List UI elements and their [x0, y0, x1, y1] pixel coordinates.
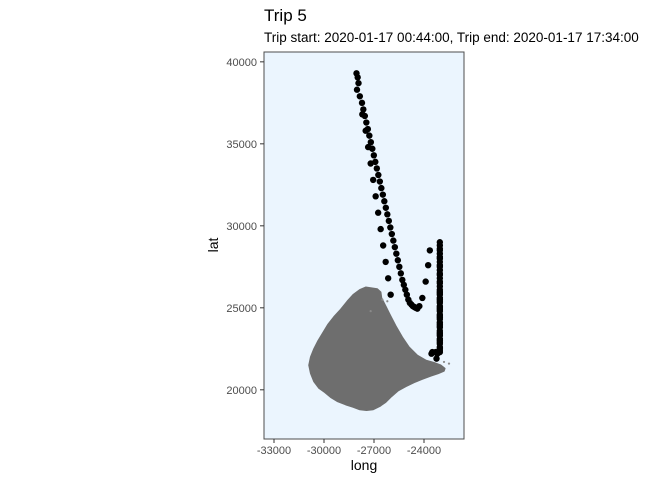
trip-point: [369, 176, 377, 184]
trip-point: [360, 106, 367, 113]
trip-point: [382, 204, 390, 211]
points-layer: [353, 70, 444, 362]
trip-point: [426, 247, 434, 254]
trip-point: [381, 198, 388, 205]
trip-point: [387, 224, 394, 231]
trip-point: [436, 339, 444, 346]
trip-point: [419, 294, 426, 302]
trip-point: [376, 178, 384, 185]
trip-point: [436, 245, 444, 252]
trip-point: [433, 355, 440, 362]
trip-point: [399, 276, 406, 284]
trip-point: [382, 258, 389, 266]
trip-point: [364, 143, 372, 151]
trip-point: [378, 184, 385, 192]
x-tick-label: -27000: [357, 445, 391, 457]
trip-point: [436, 278, 444, 285]
trip-point: [356, 93, 364, 100]
y-tick-label: 25000: [226, 303, 257, 315]
y-tick-label: 40000: [226, 57, 257, 69]
trip-point: [367, 138, 375, 146]
trip-point: [362, 127, 369, 134]
trip-point: [424, 261, 432, 269]
trip-point: [363, 119, 370, 126]
trip-point: [366, 132, 373, 139]
stray-point: [447, 362, 451, 365]
trip-point: [385, 217, 393, 225]
stray-point: [381, 298, 384, 301]
trip-point: [429, 348, 436, 356]
y-axis-title: lat: [205, 238, 221, 253]
trip-point: [375, 171, 382, 179]
trip-point: [373, 165, 381, 172]
chart-title: Trip 5: [264, 6, 307, 25]
trip-point: [358, 99, 366, 107]
trip-point: [436, 322, 444, 330]
trip-point: [436, 289, 444, 297]
x-tick-label: -30000: [307, 445, 341, 457]
stray-point: [386, 300, 389, 303]
trip-point: [396, 263, 403, 271]
trip-point: [422, 278, 429, 285]
x-tick-label: -24000: [407, 445, 441, 457]
trip-point: [436, 239, 444, 246]
trip-point: [436, 253, 444, 261]
trip-point: [436, 270, 444, 277]
trip-point: [393, 250, 400, 257]
trip-point: [370, 152, 378, 159]
y-tick-label: 35000: [226, 139, 257, 151]
trip-point: [436, 330, 444, 338]
trip-point: [436, 306, 444, 313]
x-axis: -33000 -30000 -27000 -24000: [257, 439, 441, 457]
trip-point: [394, 257, 402, 264]
stray-point: [442, 360, 446, 364]
land-layer: [308, 286, 446, 412]
trip-point: [436, 261, 444, 269]
trip-point: [403, 291, 411, 298]
trip-point: [436, 314, 444, 321]
trip-point: [355, 79, 362, 87]
trip-point: [388, 230, 396, 238]
land-shape: [308, 286, 446, 412]
trip-point: [390, 237, 397, 244]
trip-point: [354, 74, 361, 81]
y-tick-label: 20000: [226, 385, 257, 397]
stray-point: [369, 309, 372, 313]
stray-points-layer: [369, 298, 451, 365]
trip-point: [367, 160, 374, 167]
trip-point: [400, 281, 408, 289]
trip-point: [379, 242, 387, 249]
trip-point: [379, 191, 387, 198]
trip-point: [397, 270, 405, 277]
trip-point: [359, 111, 366, 118]
trip-point: [377, 225, 384, 233]
trip-point: [416, 302, 423, 310]
trip-point: [384, 211, 391, 218]
trip-point: [353, 86, 361, 93]
x-tick-label: -33000: [257, 445, 291, 457]
trip-point: [374, 209, 382, 216]
trip-point: [384, 275, 392, 282]
chart-subtitle: Trip start: 2020-01-17 00:44:00, Trip en…: [264, 30, 639, 45]
y-axis: 20000 25000 30000 35000 40000: [226, 57, 264, 397]
trip-point: [387, 291, 394, 298]
trip-point: [434, 350, 441, 357]
trip-point: [436, 298, 444, 305]
x-axis-title: long: [351, 457, 377, 473]
trip-point: [391, 243, 399, 251]
trip-point: [402, 286, 409, 293]
y-tick-label: 30000: [226, 221, 257, 233]
trip-point: [372, 193, 379, 200]
